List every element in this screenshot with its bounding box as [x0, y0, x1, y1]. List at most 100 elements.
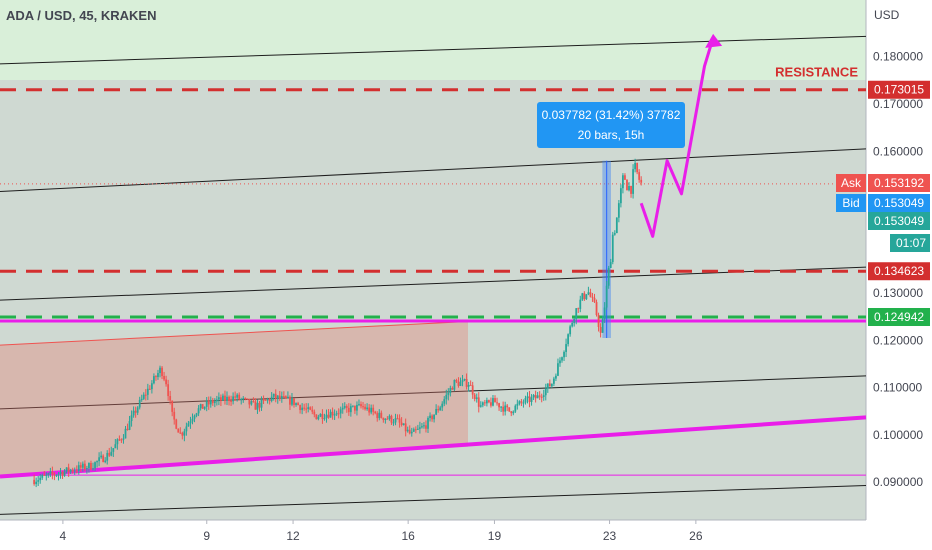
- candle-body: [305, 408, 308, 410]
- candle-body: [226, 396, 228, 401]
- channel-line-4: [0, 484, 867, 515]
- candle-body: [262, 399, 265, 401]
- candle-body: [201, 404, 204, 409]
- candle-body: [514, 405, 517, 412]
- candle-body: [242, 397, 245, 400]
- candle-body: [110, 451, 113, 456]
- candle-body: [313, 411, 316, 415]
- candle-body: [183, 431, 186, 436]
- candle-body: [408, 429, 411, 434]
- candle-body: [126, 428, 129, 430]
- level-price-tag-label: 0.134623: [874, 264, 924, 278]
- candle-body: [136, 407, 139, 413]
- candle-body: [581, 293, 584, 300]
- candle-body: [213, 401, 216, 404]
- candle-body: [144, 394, 147, 396]
- candle-body: [455, 380, 458, 382]
- candle-body: [506, 405, 509, 408]
- candle-body: [485, 400, 488, 404]
- candle-body: [510, 411, 513, 414]
- candle-body: [63, 471, 66, 476]
- chart-title[interactable]: ADA / USD, 45, KRAKEN: [6, 8, 157, 23]
- candle-body: [451, 387, 454, 390]
- candle-body: [270, 396, 273, 402]
- candle-body: [329, 411, 332, 418]
- candle-body: [565, 344, 567, 352]
- candle-body: [615, 217, 618, 234]
- candle-body: [638, 172, 641, 180]
- y-tick-label: 0.130000: [873, 286, 923, 300]
- candle-body: [254, 401, 257, 410]
- candle-body: [492, 398, 494, 406]
- time-axis-background: [0, 520, 932, 550]
- candle-body: [609, 262, 612, 268]
- channel-line-2: [0, 266, 867, 301]
- candle-body: [467, 384, 470, 387]
- candle-body: [33, 479, 36, 485]
- candle-body: [41, 474, 44, 478]
- candle-body: [390, 415, 393, 423]
- candle-body: [445, 394, 448, 400]
- candle-body: [325, 414, 328, 419]
- price-tag-label: 0.153049: [874, 196, 924, 210]
- projection-path: [639, 37, 715, 238]
- candle-body: [520, 401, 523, 403]
- y-tick-label: 0.100000: [873, 428, 923, 442]
- candle-body: [317, 416, 320, 420]
- price-tag-prefix-bg: [836, 174, 866, 192]
- candle-body: [79, 465, 82, 468]
- candle-body: [573, 318, 576, 324]
- measure-text-line2: 20 bars, 15h: [578, 128, 645, 142]
- currency-label[interactable]: USD: [874, 8, 900, 22]
- candle-body: [187, 423, 190, 427]
- x-tick-label: 19: [488, 529, 502, 543]
- consolidation-top: [0, 320, 469, 346]
- candle-body: [108, 452, 111, 456]
- candle-body: [291, 398, 293, 405]
- candle-body: [35, 481, 38, 485]
- candle-body: [157, 373, 159, 378]
- candle-body: [264, 399, 267, 401]
- candle-body: [299, 405, 301, 411]
- candle-body: [384, 418, 387, 421]
- candle-body: [307, 407, 310, 409]
- candle-body: [425, 425, 427, 429]
- candle-body: [532, 395, 535, 398]
- candle-body: [412, 429, 415, 432]
- candle-body: [354, 405, 356, 411]
- candle-body: [555, 375, 557, 379]
- level-price-tag: [868, 308, 930, 327]
- candle-body: [258, 402, 261, 408]
- candle-body: [96, 461, 98, 463]
- candle-body: [356, 404, 358, 411]
- candle-body: [475, 397, 478, 400]
- candle-body: [244, 397, 247, 399]
- candle-body: [311, 409, 314, 412]
- candle-body: [341, 407, 344, 410]
- candle-body: [512, 411, 515, 414]
- candle-body: [349, 406, 352, 413]
- candle-body: [544, 388, 547, 396]
- candle-body: [593, 297, 596, 303]
- candle-body: [53, 474, 56, 476]
- candle-body: [315, 414, 318, 420]
- candle-body: [203, 406, 206, 409]
- candle-body: [443, 399, 446, 404]
- price-axis-background: [866, 0, 932, 520]
- x-tick-label: 23: [603, 529, 617, 543]
- candle-body: [528, 396, 531, 402]
- candle-body: [112, 448, 115, 452]
- candle-body: [118, 439, 121, 441]
- candle-body: [347, 407, 350, 413]
- candle-body: [546, 383, 549, 389]
- candle-body: [43, 474, 46, 476]
- candle-body: [220, 397, 222, 401]
- candle-body: [83, 463, 86, 470]
- candle-body: [161, 367, 163, 377]
- candle-body: [630, 185, 632, 194]
- candle-body: [224, 395, 226, 401]
- candle-body: [120, 439, 123, 441]
- candle-body: [124, 428, 127, 439]
- candle-body: [622, 175, 624, 189]
